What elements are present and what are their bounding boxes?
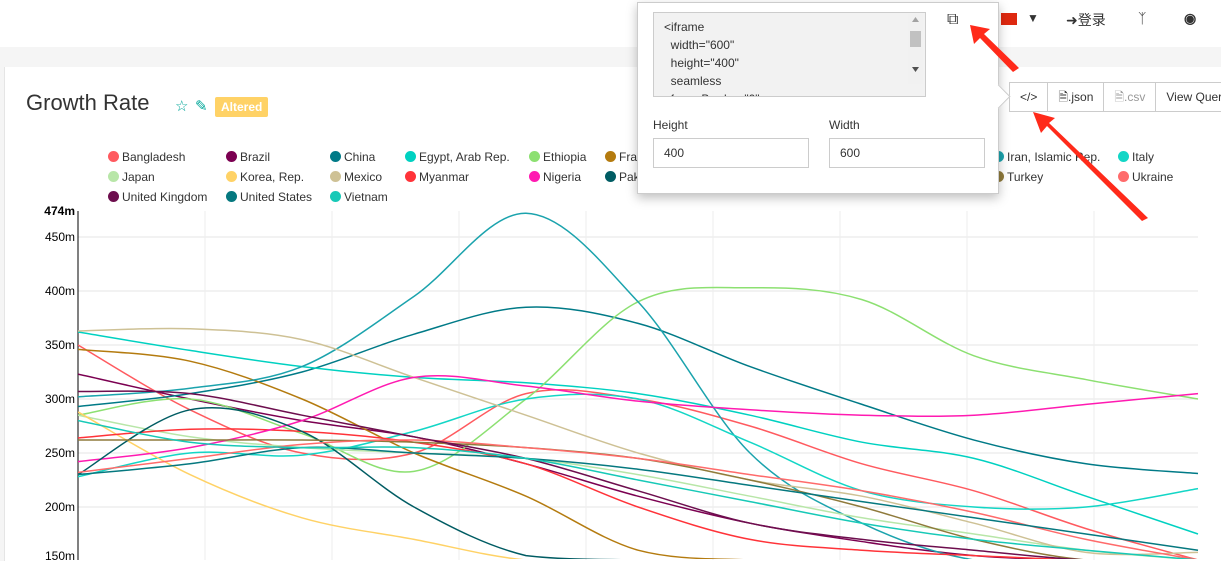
code-line: width="600"	[664, 38, 735, 52]
y-tick-label: 200m	[45, 500, 75, 514]
legend-item[interactable]: Brazil	[226, 150, 270, 164]
code-line: frameBorder="0"	[664, 90, 915, 96]
series-line	[78, 374, 1199, 463]
page-title: Growth Rate	[26, 90, 150, 115]
legend-swatch	[330, 171, 341, 182]
series-line	[78, 373, 1074, 559]
legend-swatch	[108, 151, 119, 162]
series-line	[78, 331, 1199, 535]
series-line	[78, 390, 1082, 559]
legend-label: Ethiopia	[543, 150, 587, 164]
legend-label: Egypt, Arab Rep.	[419, 150, 510, 164]
y-tick-label: 350m	[45, 338, 75, 352]
legend-item[interactable]: United Kingdom	[108, 190, 207, 204]
copy-icon[interactable]: ⧉	[947, 11, 959, 28]
series-line	[78, 348, 744, 559]
legend-swatch	[226, 171, 237, 182]
chevron-down-icon[interactable]: ▼	[1027, 11, 1039, 25]
width-input[interactable]: 600	[829, 138, 985, 168]
legend-swatch	[405, 151, 416, 162]
legend-swatch	[605, 171, 616, 182]
embed-popover: <iframe width="600" height="400" seamles…	[637, 2, 999, 194]
code-line: <iframe	[664, 20, 705, 34]
height-input[interactable]: 400	[653, 138, 809, 168]
legend-item[interactable]: Bangladesh	[108, 150, 185, 164]
legend-swatch	[330, 151, 341, 162]
view-query-button[interactable]: View Query	[1155, 82, 1221, 112]
legend-swatch	[529, 151, 540, 162]
height-label: Height	[653, 118, 688, 132]
legend-swatch	[529, 171, 540, 182]
legend-label: Vietnam	[344, 190, 388, 204]
chart-panel	[4, 67, 1221, 561]
embed-button[interactable]: </>	[1009, 82, 1049, 112]
series-line	[78, 286, 1199, 473]
star-icon[interactable]: ☆	[175, 98, 189, 115]
legend-item[interactable]: Nigeria	[529, 170, 581, 184]
legend-swatch	[330, 191, 341, 202]
y-tick-label: 150m	[45, 549, 75, 561]
legend-item[interactable]: Vietnam	[330, 190, 388, 204]
width-label: Width	[829, 118, 860, 132]
github-icon[interactable]: ◉	[1184, 10, 1197, 26]
series-line	[78, 439, 1197, 559]
legend-swatch	[405, 171, 416, 182]
legend-swatch	[108, 171, 119, 182]
legend-item[interactable]: Myanmar	[405, 170, 469, 184]
top-navbar: ▼ ➜登录 ᛉ ◉	[0, 0, 1221, 47]
series-line	[78, 428, 1076, 559]
y-tick-label: 400m	[45, 284, 75, 298]
fork-icon[interactable]: ᛉ	[1138, 10, 1147, 26]
login-link[interactable]: ➜登录	[1066, 12, 1106, 28]
y-tick-label: 250m	[45, 446, 75, 460]
embed-code-textarea[interactable]: <iframe width="600" height="400" seamles…	[653, 12, 926, 97]
y-tick-label: 300m	[45, 392, 75, 406]
series-line	[78, 414, 1196, 559]
legend-item[interactable]: United States	[226, 190, 312, 204]
series-line	[78, 419, 1196, 559]
code-line: seamless	[664, 74, 722, 88]
y-tick-label: 450m	[45, 230, 75, 244]
series-line	[78, 446, 1199, 551]
legend-label: Nigeria	[543, 170, 582, 184]
legend-item[interactable]: Korea, Rep.	[226, 170, 304, 184]
edit-icon[interactable]: ✎	[195, 98, 208, 115]
legend-label: Japan	[122, 170, 155, 184]
legend-item[interactable]: Japan	[108, 170, 155, 184]
series-line	[78, 393, 1199, 510]
series-line	[78, 406, 622, 559]
altered-badge: Altered	[215, 97, 269, 117]
legend-swatch	[605, 151, 616, 162]
code-line: height="400"	[664, 56, 739, 70]
csv-button[interactable]: 🗎.csv	[1103, 82, 1157, 112]
legend-label: Mexico	[344, 170, 383, 184]
json-button[interactable]: 🗎.json	[1047, 82, 1105, 112]
legend-swatch	[108, 191, 119, 202]
file-code-icon: 🗎	[1058, 90, 1069, 104]
legend-item[interactable]: China	[330, 150, 375, 164]
file-icon: 🗎	[1114, 90, 1125, 104]
series-line	[78, 212, 973, 559]
legend-swatch	[226, 151, 237, 162]
login-label: 登录	[1077, 12, 1106, 28]
textarea-scrollbar[interactable]	[908, 14, 923, 84]
y-tick-label: 474m	[44, 204, 75, 218]
legend-label: Korea, Rep.	[240, 170, 305, 184]
legend-label: China	[344, 150, 376, 164]
legend-label: Myanmar	[419, 170, 470, 184]
legend-label: United States	[240, 190, 313, 204]
legend-label: United Kingdom	[122, 190, 208, 204]
legend-label: Brazil	[240, 150, 271, 164]
legend-item[interactable]: Ethiopia	[529, 150, 586, 164]
series-line	[78, 306, 1199, 475]
legend-item[interactable]: Egypt, Arab Rep.	[405, 150, 510, 164]
series-line	[78, 411, 524, 559]
legend-label: Bangladesh	[122, 150, 186, 164]
legend-swatch	[226, 191, 237, 202]
flag-icon[interactable]	[1001, 13, 1017, 25]
legend-item[interactable]: Mexico	[330, 170, 382, 184]
series-line	[78, 327, 1199, 556]
toolbar: </> 🗎.json 🗎.csv View Query	[1009, 82, 1221, 112]
